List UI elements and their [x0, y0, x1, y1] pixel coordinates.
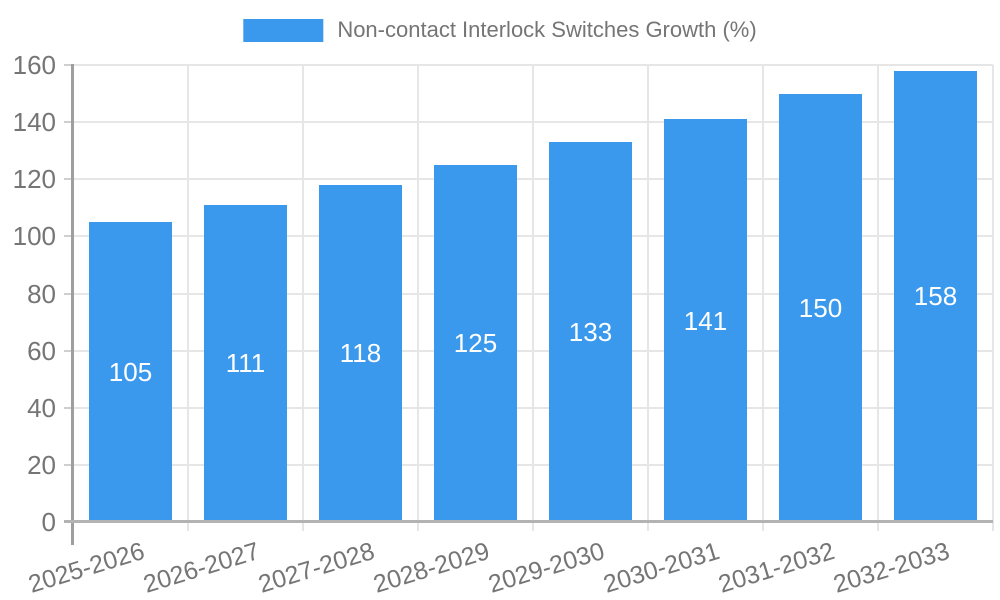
x-axis-tick-label: 2032-2033	[830, 537, 953, 599]
x-gridline	[992, 65, 994, 531]
y-tick-mark	[64, 121, 73, 124]
y-axis-tick-label: 0	[41, 507, 56, 537]
bar-value-label: 125	[453, 328, 498, 359]
x-axis-tick-label: 2027-2028	[255, 537, 378, 599]
x-gridline	[877, 65, 879, 531]
y-axis-tick-label: 60	[27, 335, 56, 366]
bar[interactable]: 133	[549, 142, 632, 522]
x-gridline	[187, 65, 189, 531]
x-gridline	[647, 65, 649, 531]
y-tick-mark	[64, 349, 73, 352]
y-axis-tick-label: 120	[12, 164, 56, 195]
bar-value-label: 141	[683, 305, 728, 336]
bar-value-label: 158	[913, 281, 958, 312]
bar-value-label: 150	[798, 292, 843, 323]
y-tick-mark	[64, 64, 73, 66]
y-tick-mark	[64, 235, 73, 238]
y-axis-tick-label: 140	[12, 107, 56, 138]
bar-value-label: 111	[225, 348, 266, 379]
x-axis-tick-label: 2026-2027	[140, 537, 263, 599]
x-gridline	[417, 65, 419, 531]
legend-item[interactable]: Non-contact Interlock Switches Growth (%…	[243, 17, 757, 43]
y-axis-tick-label: 100	[12, 221, 56, 252]
bar[interactable]: 105	[89, 222, 172, 522]
x-gridline	[532, 65, 534, 531]
x-axis-tick-label: 2029-2030	[485, 537, 608, 599]
y-tick-mark	[64, 178, 73, 181]
y-axis-tick-label: 20	[27, 449, 56, 480]
x-axis-tick-label: 2025-2026	[25, 537, 148, 599]
bar[interactable]: 141	[664, 119, 747, 522]
bar[interactable]: 111	[204, 204, 287, 522]
x-axis-line	[64, 520, 993, 523]
y-axis-tick-label: 40	[27, 392, 56, 423]
bar-value-label: 118	[339, 338, 382, 369]
y-axis-tick-label: 80	[27, 278, 56, 309]
y-axis-tick-label: 160	[12, 50, 56, 80]
y-tick-mark	[64, 406, 73, 409]
bar-value-label: 105	[108, 357, 153, 388]
y-tick-mark	[64, 463, 73, 466]
x-axis-tick-label: 2031-2032	[715, 537, 838, 599]
legend-label: Non-contact Interlock Switches Growth (%…	[337, 17, 757, 42]
x-gridline	[762, 65, 764, 531]
bar-value-label: 133	[568, 317, 613, 348]
bar[interactable]: 150	[779, 93, 862, 522]
x-axis-tick-label: 2030-2031	[600, 537, 723, 599]
x-axis-tick-label: 2028-2029	[370, 537, 493, 599]
y-tick-mark	[64, 292, 73, 295]
x-gridline	[302, 65, 304, 531]
bar[interactable]: 118	[319, 184, 402, 522]
y-axis-line	[71, 64, 74, 545]
bar[interactable]: 125	[434, 164, 517, 522]
legend-swatch	[243, 18, 324, 42]
bar[interactable]: 158	[894, 70, 977, 522]
